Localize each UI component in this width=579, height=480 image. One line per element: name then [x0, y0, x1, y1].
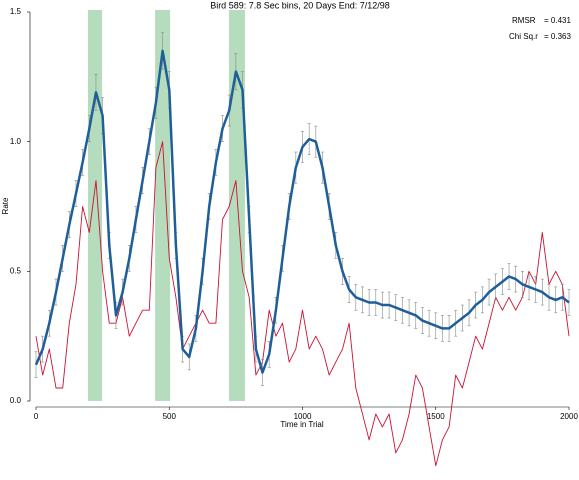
shaded-region: [155, 10, 171, 401]
x-tick-label: 1000: [294, 412, 312, 421]
annotation-text: = 0.431: [544, 16, 571, 25]
annotation-text: = 0.363: [544, 32, 571, 41]
y-tick-label: 1.0: [10, 137, 22, 146]
annotation-name: Chi Sq.r: [509, 32, 538, 41]
shaded-region: [228, 10, 245, 401]
x-tick-label: 0: [34, 412, 39, 421]
x-tick-label: 500: [163, 412, 177, 421]
y-tick-label: 0.0: [10, 396, 22, 405]
y-tick-label: 0.5: [10, 266, 22, 275]
x-tick-label: 2000: [560, 412, 578, 421]
x-axis-label: Time in Trial: [280, 420, 323, 429]
annotation-name: RMSR: [512, 16, 536, 25]
y-axis-label: Rate: [1, 197, 10, 214]
shaded-region: [87, 10, 103, 401]
x-tick-label: 1500: [427, 412, 445, 421]
y-tick-label: 1.5: [10, 7, 22, 16]
chart-title: Bird 589: 7.8 Sec bins, 20 Days End: 7/1…: [210, 0, 390, 10]
series-line: [34, 49, 570, 374]
series-line: [35, 141, 570, 467]
